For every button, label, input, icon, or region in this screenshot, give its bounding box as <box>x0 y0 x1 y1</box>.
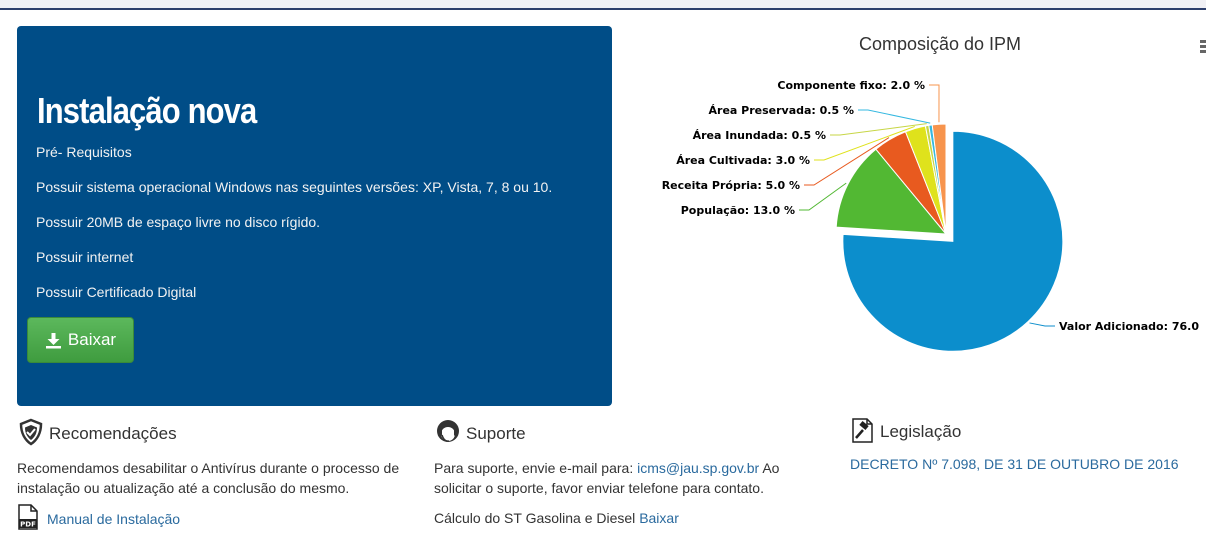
download-button[interactable]: Baixar <box>27 317 134 363</box>
st-calc-row: Cálculo do ST Gasolina e Diesel Baixar <box>434 508 794 528</box>
installation-manual-link[interactable]: Manual de Instalação <box>47 510 181 527</box>
support-text-after: Ao solicitar o suporte, favor enviar tel… <box>434 460 780 496</box>
prerequisites-heading: Pré- Requisitos <box>36 144 132 160</box>
support-heading: Suporte <box>466 424 526 443</box>
legislation-heading: Legislação <box>880 422 962 441</box>
install-title: Instalação nova <box>37 90 257 131</box>
pie-connector <box>1029 322 1055 327</box>
pie-data-label: Componente fixo: 2.0 % <box>777 79 925 92</box>
pie-connector <box>804 137 890 186</box>
gavel-document-icon <box>850 416 876 449</box>
recommendations-text: Recomendamos desabilitar o Antivírus dur… <box>17 460 400 496</box>
support-email-link[interactable]: icms@jau.sp.gov.br <box>637 460 760 476</box>
pie-data-label: Área Cultivada: 3.0 % <box>676 154 810 167</box>
download-icon <box>45 332 62 349</box>
requirement-disk: Possuir 20MB de espaço livre no disco rí… <box>36 214 321 230</box>
recommendations-heading: Recomendações <box>49 424 177 443</box>
install-panel: Instalação nova Pré- Requisitos Possuir … <box>17 26 612 406</box>
shield-check-icon <box>17 418 45 451</box>
support-text: Para suporte, envie e-mail para: icms@ja… <box>434 458 794 498</box>
svg-text:PDF: PDF <box>20 521 36 529</box>
pie-slice[interactable] <box>842 130 1064 352</box>
pie-connector <box>814 125 915 161</box>
top-bar <box>0 0 1206 10</box>
pie-data-label: População: 13.0 % <box>681 204 795 217</box>
decree-link[interactable]: DECRETO Nº 7.098, DE 31 DE OUTUBRO DE 20… <box>850 456 1179 472</box>
support-section: Suporte Para suporte, envie e-mail para:… <box>434 418 794 528</box>
st-calc-download-link[interactable]: Baixar <box>639 510 679 526</box>
pie-data-label: Área Preservada: 0.5 % <box>709 104 855 117</box>
legislation-section: Legislação DECRETO Nº 7.098, DE 31 DE OU… <box>850 416 1200 474</box>
pie-connector <box>830 123 927 136</box>
support-headset-icon <box>434 418 462 451</box>
pie-slice[interactable] <box>835 148 948 235</box>
requirement-os: Possuir sistema operacional Windows nas … <box>36 179 553 195</box>
pie-data-label: Receita Própria: 5.0 % <box>662 179 800 192</box>
pie-connector <box>799 182 847 211</box>
pdf-icon: PDF <box>17 504 39 533</box>
requirement-certificate: Possuir Certificado Digital <box>36 284 197 300</box>
st-calc-text: Cálculo do ST Gasolina e Diesel <box>434 510 640 526</box>
pie-slice[interactable] <box>931 123 947 235</box>
download-button-label: Baixar <box>67 330 117 349</box>
pie-connector <box>929 84 940 123</box>
support-text-before: Para suporte, envie e-mail para: <box>434 460 638 476</box>
chart-title: Composição do IPM <box>858 34 1022 54</box>
pie-data-label: Área Inundada: 0.5 % <box>693 129 826 142</box>
pie-data-label: Valor Adicionado: 76.0 <box>1059 320 1199 333</box>
requirement-internet: Possuir internet <box>36 249 134 265</box>
recommendations-section: Recomendações Recomendamos desabilitar o… <box>17 418 407 533</box>
pie-connector <box>858 109 931 124</box>
chart-menu-icon[interactable] <box>1200 40 1206 54</box>
